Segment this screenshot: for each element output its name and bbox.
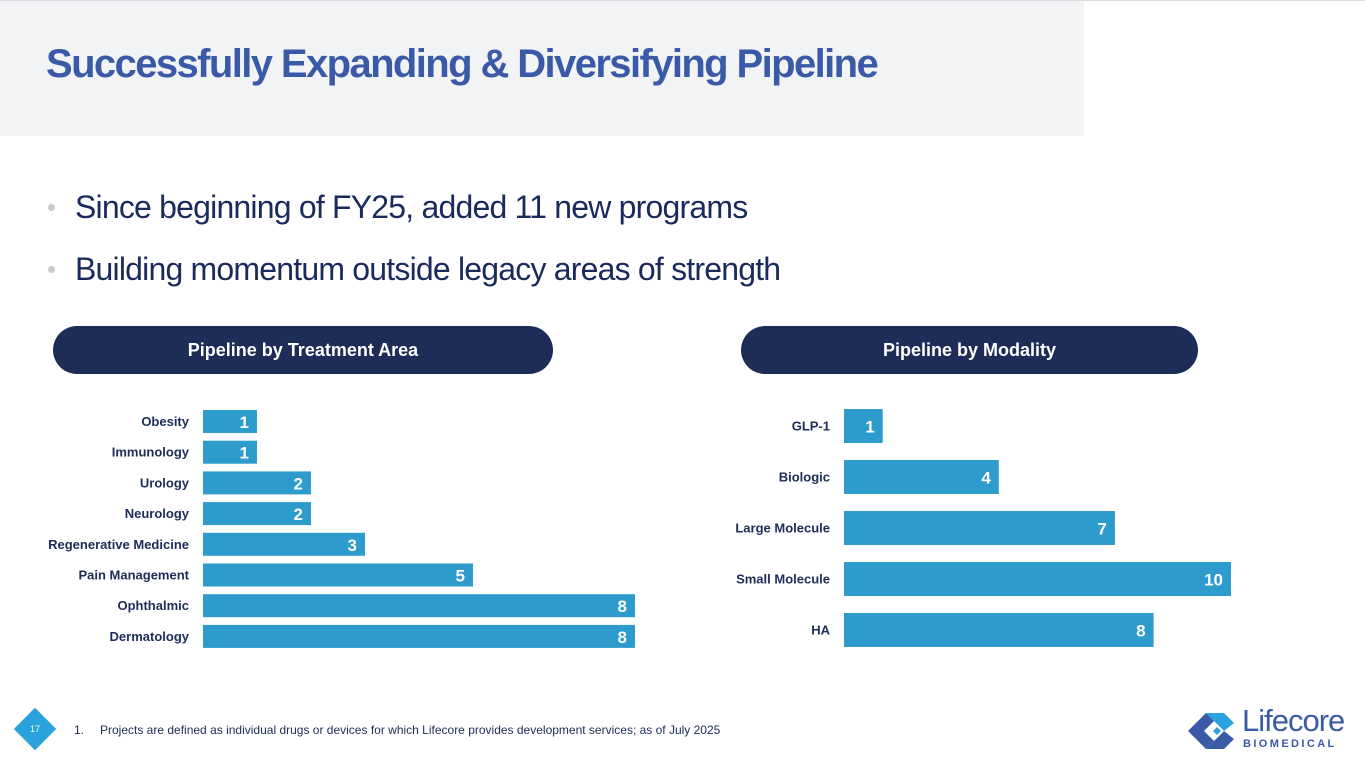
modality-value-label: 1 xyxy=(865,418,874,437)
treatment-category-label: Urology xyxy=(140,475,190,490)
modality-bar xyxy=(844,409,883,443)
modality-category-label: Large Molecule xyxy=(735,521,830,536)
modality-bar-group: HA 8 xyxy=(811,613,1154,647)
logo-wordmark: Lifecore xyxy=(1242,703,1345,738)
modality-value-label: 7 xyxy=(1097,520,1106,539)
treatment-bar xyxy=(203,594,635,618)
treatment-value-label: 8 xyxy=(618,628,627,647)
modality-bar-group: Large Molecule 7 xyxy=(735,511,1115,545)
modality-category-label: Biologic xyxy=(779,470,830,485)
treatment-bar-group: Urology 2 xyxy=(140,471,311,495)
treatment-bar xyxy=(203,440,257,464)
treatment-bar-group: Obesity 1 xyxy=(141,410,257,433)
bullet-item: Since beginning of FY25, added 11 new pr… xyxy=(48,176,780,238)
modality-bar xyxy=(844,460,999,494)
bullet-dot-icon xyxy=(48,265,55,273)
treatment-category-label: Pain Management xyxy=(78,568,189,583)
treatment-value-label: 1 xyxy=(240,444,249,463)
footnote-number: 1. xyxy=(74,723,85,737)
logo-mark-icon xyxy=(1188,713,1234,749)
modality-category-label: Small Molecule xyxy=(736,572,830,587)
modality-bar-group: Biologic 4 xyxy=(779,460,999,494)
bullet-item: Building momentum outside legacy areas o… xyxy=(48,238,781,300)
treatment-category-label: Obesity xyxy=(141,414,189,429)
treatment-bar-group: Neurology 2 xyxy=(125,502,311,526)
company-logo: Lifecore BIOMEDICAL xyxy=(1186,703,1351,755)
modality-value-label: 8 xyxy=(1136,622,1145,641)
modality-bar xyxy=(844,562,1231,596)
treatment-bar xyxy=(203,471,311,495)
treatment-value-label: 2 xyxy=(294,505,303,524)
treatment-bar-group: Pain Management 5 xyxy=(78,563,473,587)
bullet-dot-icon xyxy=(48,203,55,211)
treatment-bar-group: Ophthalmic 8 xyxy=(117,594,635,618)
modality-chart-title: Pipeline by Modality xyxy=(741,326,1198,374)
title-band xyxy=(0,1,1084,136)
treatment-bar xyxy=(203,624,635,648)
bullet-text: Building momentum outside legacy areas o… xyxy=(75,250,781,287)
modality-category-label: HA xyxy=(811,623,830,638)
treatment-category-label: Regenerative Medicine xyxy=(48,537,189,552)
treatment-category-label: Dermatology xyxy=(110,629,190,644)
treatment-value-label: 3 xyxy=(348,536,357,555)
treatment-bar-group: Immunology 1 xyxy=(112,440,257,464)
treatment-bar xyxy=(203,502,311,526)
treatment-value-label: 2 xyxy=(294,474,303,493)
treatment-value-label: 5 xyxy=(456,567,465,586)
treatment-area-chart-title: Pipeline by Treatment Area xyxy=(53,326,553,374)
treatment-value-label: 1 xyxy=(240,413,249,432)
treatment-bar xyxy=(203,563,473,587)
modality-bar xyxy=(844,613,1154,647)
modality-value-label: 4 xyxy=(981,469,991,488)
bullet-list: Since beginning of FY25, added 11 new pr… xyxy=(48,176,781,300)
slide-title: Successfully Expanding & Diversifying Pi… xyxy=(46,42,879,86)
treatment-value-label: 8 xyxy=(618,597,627,616)
treatment-bar xyxy=(203,410,257,433)
modality-bar-group: GLP-1 1 xyxy=(792,409,883,443)
page-number: 17 xyxy=(29,724,40,734)
top-border xyxy=(0,0,1365,1)
treatment-category-label: Ophthalmic xyxy=(117,598,189,613)
treatment-category-label: Immunology xyxy=(112,445,190,460)
footnote-text: Projects are defined as individual drugs… xyxy=(100,723,721,737)
treatment-bar-group: Regenerative Medicine 3 xyxy=(48,532,365,556)
treatment-bar xyxy=(203,532,365,556)
modality-category-label: GLP-1 xyxy=(792,419,830,434)
logo-subtitle: BIOMEDICAL xyxy=(1243,738,1337,750)
treatment-bar-group: Dermatology 8 xyxy=(110,624,635,648)
footnote: 1. Projects are defined as individual dru… xyxy=(74,723,720,737)
modality-bar-group: Small Molecule 10 xyxy=(736,562,1231,596)
modality-bar xyxy=(844,511,1115,545)
bullet-text: Since beginning of FY25, added 11 new pr… xyxy=(75,188,748,225)
treatment-category-label: Neurology xyxy=(125,506,190,521)
modality-value-label: 10 xyxy=(1204,571,1223,590)
page-number-badge: 17 xyxy=(13,707,57,751)
